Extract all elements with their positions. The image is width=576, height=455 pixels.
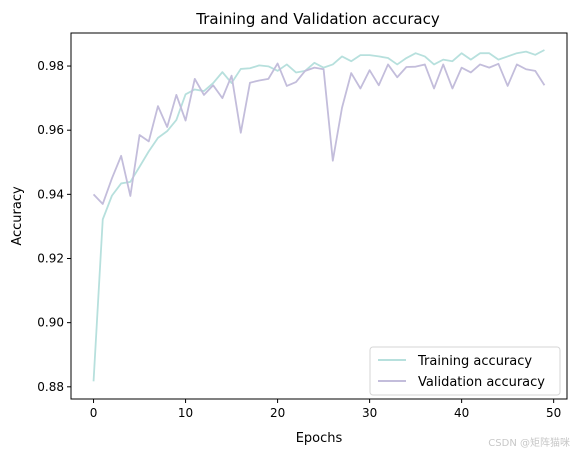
x-tick-label: 0 xyxy=(90,406,98,420)
y-tick-label: 0.94 xyxy=(37,187,64,201)
plot-area-frame xyxy=(70,32,568,400)
y-tick-label: 0.90 xyxy=(37,316,64,330)
x-axis-title: Epochs xyxy=(296,431,343,446)
chart-title: Training and Validation accuracy xyxy=(195,10,440,28)
legend-label-validation: Validation accuracy xyxy=(418,375,545,390)
x-tick-label: 50 xyxy=(546,406,561,420)
x-tick-label: 20 xyxy=(270,406,285,420)
y-axis-title: Accuracy xyxy=(10,186,25,246)
x-axis: 0 10 20 30 40 50 xyxy=(90,399,561,420)
legend: Training accuracy Validation accuracy xyxy=(369,346,561,396)
legend-label-training: Training accuracy xyxy=(417,354,532,369)
y-axis: 0.88 0.90 0.92 0.94 0.96 0.98 xyxy=(37,59,71,394)
training-accuracy-line xyxy=(92,49,545,382)
legend-box xyxy=(369,346,561,396)
x-tick-label: 30 xyxy=(362,406,377,420)
y-tick-label: 0.98 xyxy=(37,59,64,73)
watermark: CSDN @矩阵猫咪 xyxy=(488,438,570,449)
x-tick-label: 10 xyxy=(178,406,193,420)
x-tick-label: 40 xyxy=(454,406,469,420)
series-lines xyxy=(92,49,546,382)
y-tick-label: 0.96 xyxy=(37,123,64,137)
y-tick-label: 0.88 xyxy=(37,380,64,394)
validation-accuracy-line xyxy=(92,62,546,205)
y-tick-label: 0.92 xyxy=(37,252,64,266)
